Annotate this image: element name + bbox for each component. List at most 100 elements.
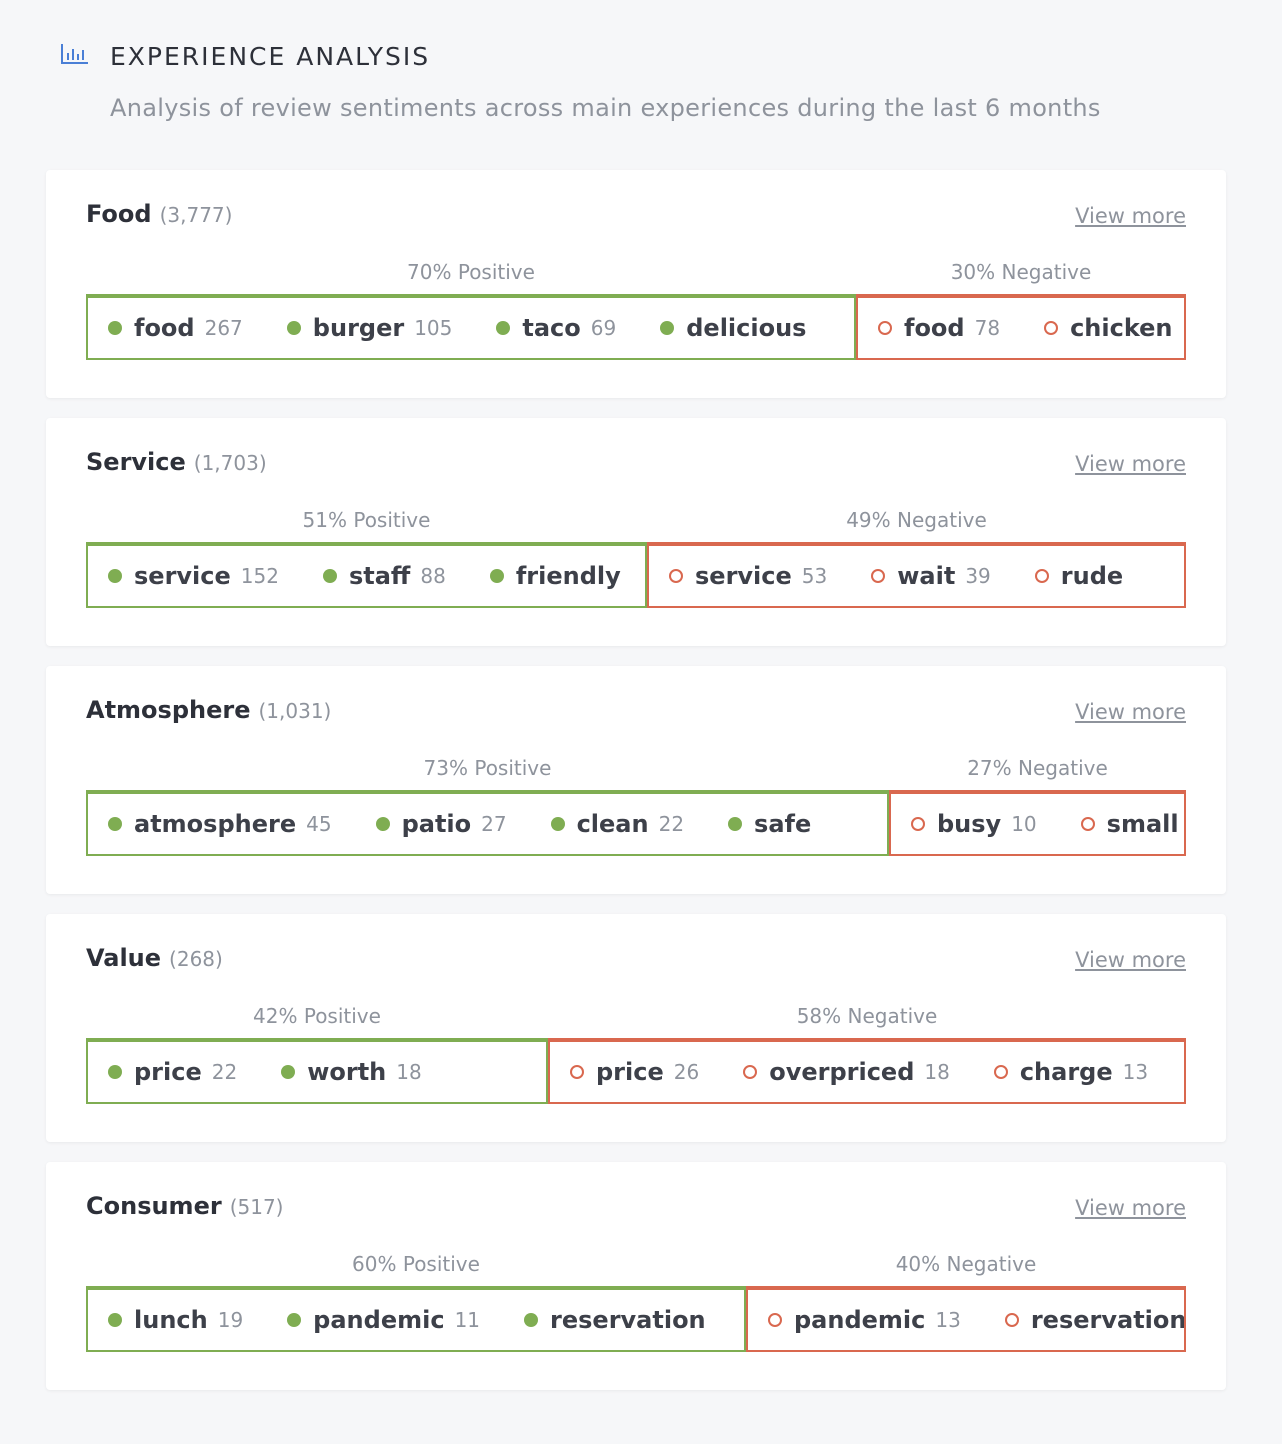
positive-dot (108, 817, 122, 831)
positive-dot (281, 1065, 296, 1079)
keyword[interactable]: chicken (1044, 314, 1173, 342)
negative-dot (993, 1065, 1008, 1079)
keyword-text: food (904, 314, 965, 342)
keyword-count: 18 (924, 1060, 950, 1084)
keyword[interactable]: busy 10 (911, 810, 1037, 838)
keyword[interactable]: service 152 (108, 562, 279, 590)
keyword-text: chicken (1070, 314, 1173, 342)
keyword[interactable]: staff 88 (322, 562, 446, 590)
positive-label: 73% Positive (423, 756, 552, 780)
positive-dot (108, 1313, 122, 1327)
positive-bar: lunch 19 pandemic 11 reservation (86, 1286, 746, 1352)
keyword-count: 10 (1011, 812, 1037, 836)
keyword[interactable]: rude (1034, 562, 1123, 590)
negative-dot (1080, 817, 1095, 831)
positive-dot (287, 1313, 302, 1327)
keyword-count: 152 (240, 564, 279, 588)
negative-dot (1044, 321, 1059, 335)
positive-dot (108, 1065, 122, 1079)
keyword[interactable]: pandemic 13 (768, 1306, 961, 1334)
keyword-count: 267 (204, 316, 243, 340)
keyword[interactable]: taco 69 (496, 314, 616, 342)
negative-bar: pandemic 13 reservation (746, 1286, 1186, 1352)
keyword[interactable]: food 267 (108, 314, 243, 342)
subtitle: Analysis of review sentiments across mai… (110, 94, 1101, 122)
keyword[interactable]: reservation (1004, 1306, 1186, 1334)
keyword[interactable]: wait 39 (871, 562, 991, 590)
negative-bar: food 78 chicken (856, 294, 1186, 360)
negative-dot (669, 569, 683, 583)
positive-label: 42% Positive (253, 1004, 381, 1028)
keyword-text: reservation (550, 1306, 706, 1334)
keyword-text: overpriced (769, 1058, 915, 1086)
positive-dot (489, 569, 504, 583)
keyword[interactable]: burger 105 (286, 314, 453, 342)
keyword[interactable]: worth 18 (281, 1058, 422, 1086)
keyword[interactable]: clean 22 (550, 810, 684, 838)
keyword[interactable]: price 22 (108, 1058, 237, 1086)
keyword[interactable]: food 78 (878, 314, 1000, 342)
keyword[interactable]: small (1080, 810, 1179, 838)
keyword-text: friendly (515, 562, 621, 590)
experience-card: Value (268) View more 42% Positive price 22 wo… (46, 914, 1226, 1142)
keyword-text: service (695, 562, 792, 590)
keyword-text: taco (522, 314, 581, 342)
keyword-text: small (1106, 810, 1179, 838)
keyword-count: 19 (217, 1308, 244, 1332)
keyword-text: reservation (1030, 1306, 1186, 1334)
positive-dot (660, 321, 675, 335)
keyword-count: 88 (420, 564, 446, 588)
keyword[interactable]: overpriced 18 (743, 1058, 950, 1086)
experience-card: Atmosphere (1,031) View more 73% Positive at… (46, 666, 1226, 894)
view-more-link[interactable]: View more (1075, 452, 1186, 476)
negative-label: 49% Negative (846, 508, 987, 532)
positive-dot (524, 1313, 539, 1327)
experience-name: Value (268) (86, 944, 223, 972)
keyword[interactable]: patio 27 (375, 810, 507, 838)
negative-dot (570, 1065, 584, 1079)
keyword-count: 45 (306, 812, 332, 836)
keyword-count: 11 (454, 1308, 481, 1332)
keyword-text: safe (754, 810, 812, 838)
experience-title: Food (86, 200, 152, 228)
negative-dot (1004, 1313, 1019, 1327)
view-more-link[interactable]: View more (1075, 700, 1186, 724)
keyword-text: delicious (686, 314, 807, 342)
negative-dot (878, 321, 892, 335)
keyword[interactable]: safe (728, 810, 811, 838)
positive-dot (286, 321, 301, 335)
keyword-text: service (134, 562, 231, 590)
keyword[interactable]: pandemic 11 (287, 1306, 480, 1334)
negative-dot (911, 817, 925, 831)
positive-dot (108, 321, 122, 335)
keyword[interactable]: delicious (660, 314, 806, 342)
keyword[interactable]: lunch 19 (108, 1306, 243, 1334)
view-more-link[interactable]: View more (1075, 948, 1186, 972)
keyword-text: burger (312, 314, 405, 342)
positive-dot (496, 321, 511, 335)
keyword-count: 27 (481, 812, 507, 836)
experience-name: Service (1,703) (86, 448, 267, 476)
experience-name: Food (3,777) (86, 200, 232, 228)
keyword-text: price (596, 1058, 664, 1086)
negative-label: 27% Negative (967, 756, 1108, 780)
keyword[interactable]: service 53 (669, 562, 827, 590)
positive-bar: service 152 staff 88 friendly (86, 542, 647, 608)
view-more-link[interactable]: View more (1075, 204, 1186, 228)
keyword[interactable]: price 26 (570, 1058, 699, 1086)
view-more-link[interactable]: View more (1075, 1196, 1186, 1220)
keyword-text: pandemic (313, 1306, 445, 1334)
keyword[interactable]: friendly (489, 562, 621, 590)
negative-dot (743, 1065, 758, 1079)
keyword-count: 105 (414, 316, 453, 340)
keyword-text: clean (576, 810, 649, 838)
keyword[interactable]: reservation (524, 1306, 706, 1334)
keyword-count: 69 (590, 316, 617, 340)
positive-label: 51% Positive (302, 508, 431, 532)
positive-bar: atmosphere 45 patio 27 clean 22 safe (86, 790, 889, 856)
keyword-count: 78 (974, 316, 1001, 340)
keyword[interactable]: charge 13 (993, 1058, 1148, 1086)
keyword[interactable]: atmosphere 45 (108, 810, 332, 838)
keyword-count: 18 (396, 1060, 422, 1084)
negative-bar: busy 10 small (889, 790, 1186, 856)
